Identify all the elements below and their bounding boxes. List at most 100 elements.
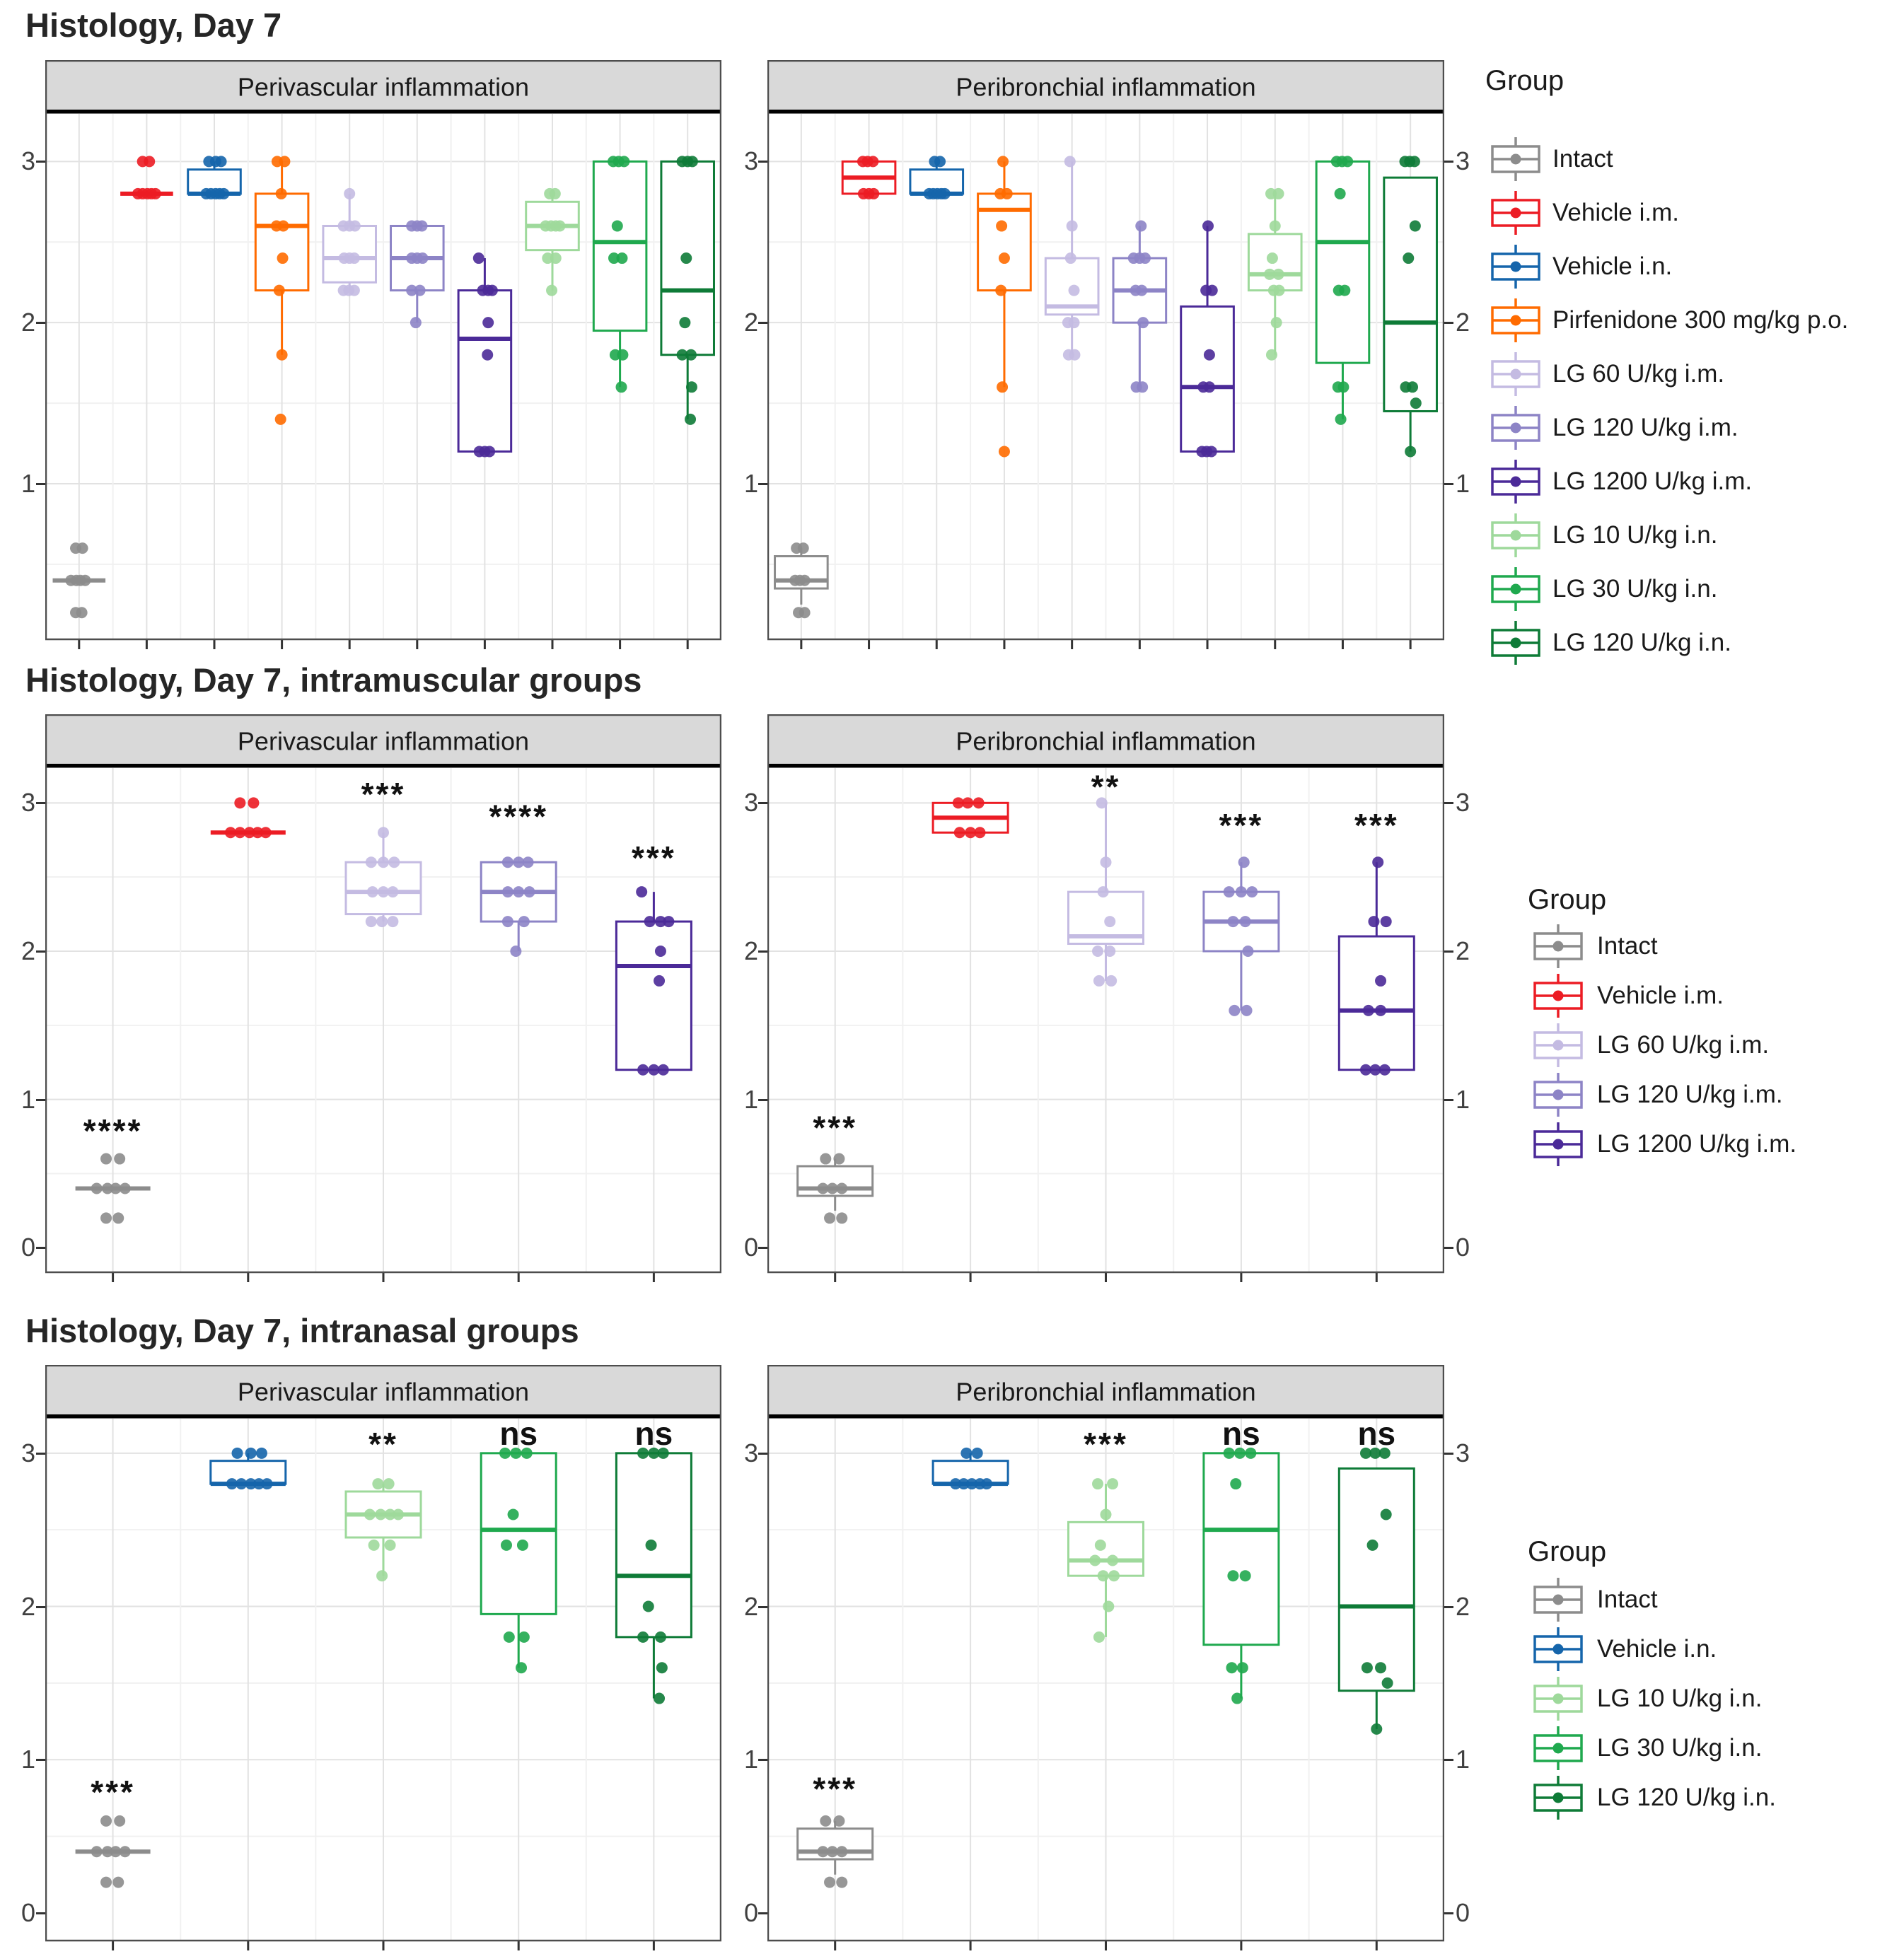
boxplot-lg120_in	[660, 156, 715, 425]
point	[615, 381, 627, 393]
significance-label: ***	[632, 839, 676, 876]
point	[348, 284, 360, 296]
box	[615, 920, 692, 1071]
point	[1246, 886, 1258, 898]
point	[1100, 856, 1112, 868]
point	[939, 187, 951, 199]
y-axis-tick-label: 3	[1456, 788, 1470, 818]
panel-border	[45, 1365, 721, 1942]
boxplot-lg1200_im	[1337, 856, 1415, 1076]
boxplot-lg1200_im	[457, 252, 513, 458]
y-axis-tick	[1444, 1759, 1453, 1762]
point	[510, 946, 522, 957]
jitter-points	[817, 1815, 848, 1888]
boxplot-lg120_in	[1337, 1447, 1415, 1735]
y-axis-tick	[36, 161, 45, 163]
y-axis-tick	[1444, 1247, 1453, 1250]
jitter-points	[91, 1153, 131, 1224]
point	[1380, 916, 1392, 928]
facet-strip	[45, 60, 721, 114]
legend-key-lg10_in	[1528, 1674, 1589, 1727]
jitter-points	[1223, 1447, 1257, 1704]
legend-item-label: LG 10 U/kg i.n.	[1552, 521, 1718, 549]
panel-border	[45, 60, 721, 641]
point	[100, 1153, 112, 1165]
legend-glyph-point	[1510, 422, 1521, 434]
y-axis-tick-label: 3	[21, 146, 35, 176]
boxplot-vehicle_in	[209, 1447, 287, 1490]
point	[112, 1212, 124, 1224]
point	[499, 1447, 511, 1459]
point	[1068, 317, 1080, 329]
point	[1069, 349, 1081, 361]
boxplot-vehicle_im	[841, 156, 897, 199]
y-axis-tick	[1444, 1605, 1453, 1608]
legend-glyph-point	[1552, 1594, 1564, 1605]
y-axis-tick-label: 3	[1456, 146, 1470, 176]
point	[826, 1846, 838, 1858]
legend-key-lg120_in	[1528, 1773, 1589, 1826]
point	[101, 1182, 113, 1194]
y-axis-tick	[758, 1452, 767, 1455]
point	[1107, 1478, 1119, 1490]
strip-underline	[767, 1414, 1444, 1418]
point	[1273, 284, 1285, 296]
jitter-points	[1359, 856, 1392, 1076]
point	[1361, 1662, 1373, 1674]
point	[252, 827, 264, 839]
point	[472, 252, 484, 264]
y-axis-tick	[758, 322, 767, 325]
legend-glyph-point	[1510, 637, 1521, 649]
legend-item-label: LG 120 U/kg i.n.	[1552, 629, 1731, 656]
point	[817, 1182, 829, 1194]
legend-key-lg30_in	[1528, 1723, 1589, 1776]
boxplot-lg120_im	[390, 220, 445, 329]
jitter-points	[1089, 1478, 1120, 1643]
point	[276, 349, 288, 361]
jitter-points	[789, 542, 811, 619]
point	[76, 542, 88, 554]
point	[260, 827, 272, 839]
boxplot-lg120_im	[480, 856, 557, 957]
strip-underline	[45, 110, 721, 113]
legend-key-vehicle_im	[1485, 188, 1546, 241]
boxplot-lg10_in	[1247, 187, 1303, 361]
boxplot-vehicle_in	[187, 156, 242, 199]
jitter-points	[337, 187, 361, 296]
boxplot-lg120_im	[1112, 220, 1168, 393]
point	[261, 1478, 273, 1490]
point	[1381, 1677, 1393, 1689]
y-axis-tick-label: 2	[743, 308, 758, 337]
point	[110, 1182, 122, 1194]
y-axis-tick-label: 2	[1456, 308, 1470, 337]
boxplot-lg30_in	[592, 156, 648, 393]
point	[1203, 381, 1215, 393]
point	[1239, 1570, 1251, 1582]
point	[501, 916, 513, 928]
point	[1105, 975, 1118, 987]
boxplot-lg60_im	[1044, 156, 1100, 361]
point	[255, 1447, 267, 1459]
box	[1337, 1467, 1415, 1692]
significance-label: **	[1091, 768, 1121, 805]
point	[226, 1478, 238, 1490]
point	[518, 916, 530, 928]
jitter-points	[608, 156, 630, 393]
y-axis-tick	[36, 1247, 45, 1250]
point	[1371, 1723, 1383, 1735]
point	[1107, 1554, 1119, 1566]
point	[685, 381, 697, 393]
y-axis-tick-label: 2	[1456, 1591, 1470, 1621]
point	[995, 284, 1007, 296]
point	[1266, 252, 1278, 264]
point	[637, 1064, 649, 1076]
jitter-points	[636, 886, 675, 1076]
point	[654, 975, 666, 987]
y-axis-tick	[758, 1605, 767, 1608]
point	[245, 1478, 257, 1490]
legend-item-label: Vehicle i.m.	[1552, 199, 1679, 226]
point	[981, 1478, 993, 1490]
y-axis-tick	[36, 1759, 45, 1762]
legend-item-label: LG 30 U/kg i.n.	[1552, 575, 1718, 603]
